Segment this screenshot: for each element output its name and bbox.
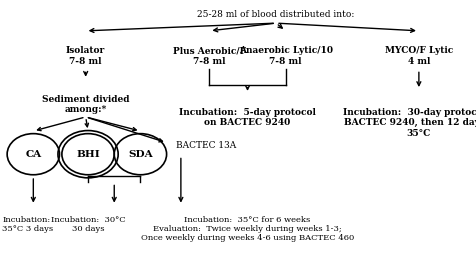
Text: BHI: BHI (76, 150, 100, 159)
Text: 25-28 ml of blood distributed into:: 25-28 ml of blood distributed into: (198, 10, 355, 19)
Text: Isolator
7-8 ml: Isolator 7-8 ml (66, 46, 105, 66)
Text: MYCO/F Lytic
4 ml: MYCO/F Lytic 4 ml (385, 46, 453, 66)
Text: Incubation:  35°C for 6 weeks
Evaluation:  Twice weekly during weeks 1-3;
Once w: Incubation: 35°C for 6 weeks Evaluation:… (141, 216, 354, 242)
Text: Incubation:  5-day protocol
on BACTEC 9240: Incubation: 5-day protocol on BACTEC 924… (179, 108, 316, 127)
Text: CA: CA (25, 150, 41, 159)
Text: Incubation:  30°C
30 days: Incubation: 30°C 30 days (51, 216, 125, 233)
Text: Sediment divided
among:*: Sediment divided among:* (42, 95, 129, 114)
Text: Plus Aerobic/F
7-8 ml: Plus Aerobic/F 7-8 ml (173, 46, 246, 66)
Text: Incubation:
35°C 3 days: Incubation: 35°C 3 days (2, 216, 53, 233)
Text: SDA: SDA (128, 150, 153, 159)
Text: BACTEC 13A: BACTEC 13A (176, 141, 237, 150)
Text: Incubation:  30-day protocol o
BACTEC 9240, then 12 days a
35°C: Incubation: 30-day protocol o BACTEC 924… (343, 108, 476, 138)
Text: Anaerobic Lytic/10
7-8 ml: Anaerobic Lytic/10 7-8 ml (238, 46, 333, 66)
